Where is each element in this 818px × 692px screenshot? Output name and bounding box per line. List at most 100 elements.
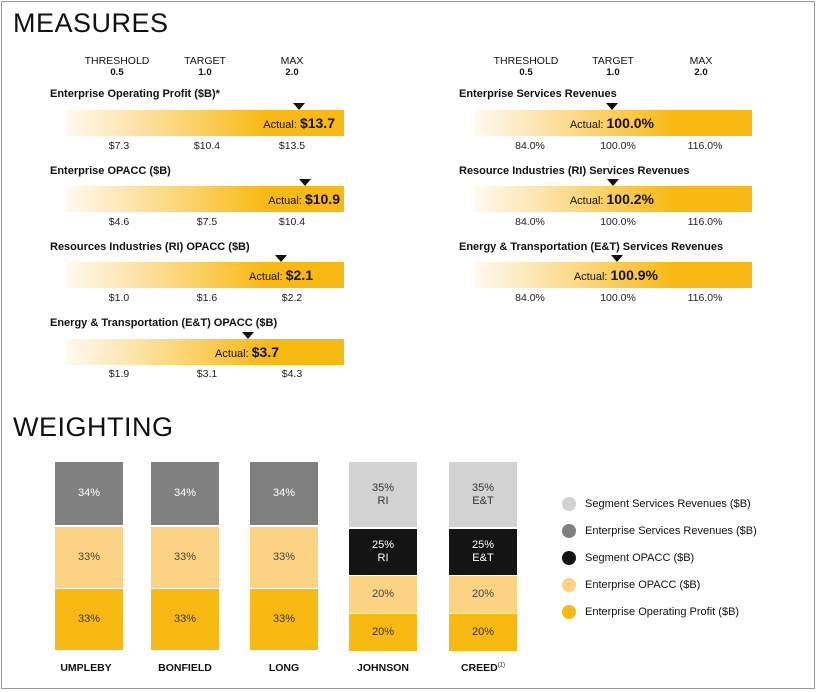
measure-bar xyxy=(66,339,344,365)
header-value: 2.0 xyxy=(694,67,708,78)
tick-target: 100.0% xyxy=(600,292,636,304)
segment-value-label: 20% xyxy=(371,625,395,638)
actual-value: Actual: 100.9% xyxy=(574,262,658,288)
tick-max: 116.0% xyxy=(687,140,723,152)
actual-label: Actual: xyxy=(249,271,283,283)
right-header-target: TARGET 1.0 xyxy=(568,55,658,79)
segment-value-label: 35% xyxy=(471,481,495,494)
header-value: 2.0 xyxy=(285,67,299,78)
weighting-column-creed: 20% 20% 25% E&T 35% E&T xyxy=(449,462,517,652)
weighting-segment: 20% xyxy=(449,576,517,613)
segment-value-label: 33% xyxy=(77,613,101,626)
segment-value-label: 25% xyxy=(371,538,395,551)
segment-value-label: 34% xyxy=(173,487,197,500)
tick-target: 100.0% xyxy=(600,216,636,228)
legend-item: Enterprise Services Revenues ($B) xyxy=(562,524,757,538)
name-long: LONG xyxy=(268,662,300,674)
header-value: 0.5 xyxy=(110,67,124,78)
measure-bar xyxy=(474,110,752,136)
weighting-column-bonfield: 33% 33% 34% xyxy=(151,462,219,652)
right-header-max: MAX 2.0 xyxy=(656,55,746,79)
left-header-target: TARGET 1.0 xyxy=(160,55,250,79)
segment-value-label: 20% xyxy=(371,587,395,600)
tick-max: 116.0% xyxy=(687,216,723,228)
weighting-column-long: 33% 33% 34% xyxy=(250,462,318,652)
measure-title: Resources Industries (RI) OPACC ($B) xyxy=(50,241,250,253)
weighting-segment: 34% xyxy=(151,462,219,526)
actual-label: Actual: xyxy=(569,195,604,207)
legend-label: Enterprise Operating Profit ($B) xyxy=(585,606,740,618)
measure-title: Enterprise Services Revenues xyxy=(459,88,617,100)
actual-marker xyxy=(242,332,254,339)
tick-target: 100.0% xyxy=(600,140,636,152)
measure-title: Resource Industries (RI) Services Revenu… xyxy=(459,165,690,177)
segment-value-label: 33% xyxy=(272,613,296,626)
segment-sublabel: RI xyxy=(377,551,389,564)
weighting-segment: 33% xyxy=(151,589,219,651)
tick-target: $1.6 xyxy=(196,292,218,304)
header-label: THRESHOLD xyxy=(84,55,150,67)
segment-value-label: 25% xyxy=(471,538,495,551)
weighting-segment: 33% xyxy=(151,526,219,588)
name-johnson: JOHNSON xyxy=(357,662,409,674)
weighting-column-umpleby: 33% 33% 34% xyxy=(55,462,123,652)
segment-sublabel: E&T xyxy=(472,551,494,564)
measure-bar xyxy=(66,186,344,212)
actual-marker xyxy=(607,179,619,186)
weighting-segment: 20% xyxy=(349,576,417,613)
segment-sublabel: RI xyxy=(377,494,389,507)
actual-number: $3.7 xyxy=(251,344,279,360)
tick-max: $4.3 xyxy=(281,368,303,380)
tick-target: $7.5 xyxy=(196,216,218,228)
weighting-segment: 33% xyxy=(250,589,318,651)
weighting-segment: 34% xyxy=(55,462,123,526)
tick-threshold: 84.0% xyxy=(515,140,545,152)
legend-item: Enterprise OPACC ($B) xyxy=(562,578,700,592)
actual-label: Actual: xyxy=(268,195,302,207)
actual-marker xyxy=(299,179,311,186)
actual-number: $10.9 xyxy=(304,191,340,207)
actual-label: Actual: xyxy=(215,348,249,360)
measures-title: MEASURES xyxy=(13,8,169,38)
footnote-marker: (1) xyxy=(497,662,506,669)
actual-value: Actual: $10.9 xyxy=(268,186,340,212)
actual-number: $13.7 xyxy=(299,115,335,131)
actual-marker xyxy=(293,103,305,110)
left-header-threshold: THRESHOLD 0.5 xyxy=(72,55,162,79)
weighting-title: WEIGHTING xyxy=(13,412,174,442)
actual-number: $2.1 xyxy=(285,267,313,283)
header-label: TARGET xyxy=(592,55,634,67)
weighting-segment: 20% xyxy=(449,614,517,651)
actual-number: 100.0% xyxy=(606,115,654,131)
name-creed-text: CREED xyxy=(460,662,498,674)
tick-max: $2.2 xyxy=(281,292,303,304)
measure-bar xyxy=(66,110,344,136)
weighting-segment: 33% xyxy=(55,526,123,588)
segment-value-label: 35% xyxy=(371,481,395,494)
tick-max: $13.5 xyxy=(278,140,306,152)
tick-threshold: $4.6 xyxy=(108,216,130,228)
actual-value: Actual: $3.7 xyxy=(215,339,279,365)
header-label: MAX xyxy=(689,55,713,67)
actual-value: Actual: $2.1 xyxy=(249,262,313,288)
segment-value-label: 33% xyxy=(77,550,101,563)
segment-value-label: 34% xyxy=(77,487,101,500)
weighting-segment: 35% E&T xyxy=(449,462,517,527)
legend-dot xyxy=(562,578,576,592)
segment-value-label: 20% xyxy=(471,587,495,600)
actual-number: 100.9% xyxy=(610,267,658,283)
tick-threshold: $1.0 xyxy=(108,292,130,304)
header-value: 1.0 xyxy=(198,67,212,78)
actual-number: 100.2% xyxy=(606,191,654,207)
measure-title: Energy & Transportation (E&T) Services R… xyxy=(459,241,724,253)
header-label: THRESHOLD xyxy=(493,55,559,67)
actual-label: Actual: xyxy=(569,119,604,131)
measure-title: Energy & Transportation (E&T) OPACC ($B) xyxy=(50,317,278,329)
legend-item: Segment Services Revenues ($B) xyxy=(562,497,751,511)
legend-label: Segment Services Revenues ($B) xyxy=(585,498,751,510)
segment-value-label: 33% xyxy=(173,613,197,626)
measure-bar xyxy=(474,186,752,212)
legend-label: Enterprise OPACC ($B) xyxy=(585,579,701,591)
legend-label: Enterprise Services Revenues ($B) xyxy=(585,525,757,537)
legend-dot xyxy=(562,497,576,511)
